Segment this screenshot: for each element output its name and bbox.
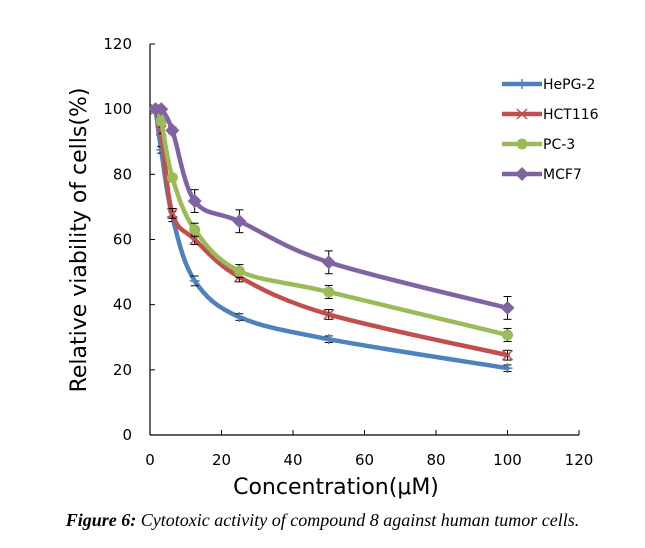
series-hepg-2 [150,104,513,374]
legend-item: PC-3 [502,137,575,153]
data-point [165,123,180,138]
y-tick-label: 60 [113,231,132,249]
series-line [153,106,510,371]
y-axis-title: Relative viability of cells(%) [67,88,92,393]
caption-text: Cytotoxic activity of compound 8 against… [136,510,580,530]
marker-stroke [323,308,335,320]
data-point [154,102,169,117]
data-point [155,115,167,127]
x-tick-label: 80 [426,451,445,469]
series-line [153,105,510,311]
y-tick-label: 20 [113,361,132,379]
data-point [233,265,245,277]
x-tick-label: 40 [283,451,302,469]
x-tick-label: 100 [493,451,522,469]
x-tick-label: 60 [355,451,374,469]
data-point [501,349,514,361]
legend-marker [517,79,527,89]
data-point [234,312,245,323]
data-point [166,172,178,184]
data-point [189,224,201,236]
data-point [323,308,335,320]
series-layer [148,102,515,374]
caption-label: Figure 6: [65,510,137,530]
data-point [189,275,200,286]
legend-marker [515,167,529,181]
x-tick-label: 20 [212,451,231,469]
y-tick-label: 40 [113,296,132,314]
marker-stroke [501,349,514,361]
y-tick-label: 100 [103,100,132,118]
legend-item: HCT116 [502,107,599,123]
data-point [323,286,335,298]
series-line [153,106,510,338]
data-point [187,194,202,209]
y-tick-label: 80 [113,165,132,183]
legend-label: HCT116 [543,107,599,123]
data-point [232,214,247,229]
data-point [502,329,513,341]
x-tick-label: 0 [145,451,155,469]
legend: HePG-2 HCT116 PC-3 MCF7 [502,77,599,183]
data-point [323,334,334,345]
data-point [500,300,515,315]
y-tick-label: 120 [103,35,132,53]
chart: 0 20 40 60 80 100 120 0 20 40 60 80 100 120 HePG-2 HCT… [67,35,599,500]
axes: 0 20 40 60 80 100 120 0 20 40 60 80 100 120 [103,35,593,469]
marker-stroke [166,207,178,219]
x-axis-title: Concentration(μM) [233,475,439,500]
marker-stroke [516,108,528,120]
legend-label: HePG-2 [543,77,595,93]
legend-marker [516,108,528,120]
y-tick-label: 0 [122,426,132,444]
series-mcf7 [148,102,515,320]
data-point [502,363,513,374]
series-pc-3 [150,103,513,342]
legend-marker [516,138,528,150]
data-point [166,207,178,219]
legend-label: PC-3 [543,137,575,153]
legend-label: MCF7 [543,167,582,183]
data-point [321,255,336,270]
x-tick-label: 120 [565,451,594,469]
figure-caption: Figure 6: Cytotoxic activity of compound… [0,510,645,531]
legend-item: MCF7 [502,167,582,183]
legend-item: HePG-2 [502,77,595,93]
